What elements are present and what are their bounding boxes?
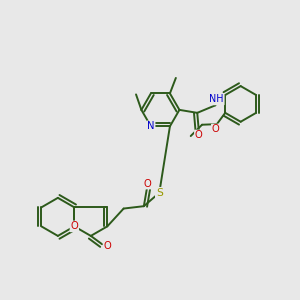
Text: NH: NH: [209, 94, 224, 104]
Text: N: N: [147, 121, 154, 131]
Text: O: O: [195, 130, 202, 140]
Text: O: O: [143, 178, 151, 189]
Text: O: O: [103, 241, 111, 251]
Text: S: S: [156, 188, 163, 198]
Text: O: O: [70, 221, 78, 231]
Text: O: O: [212, 124, 220, 134]
